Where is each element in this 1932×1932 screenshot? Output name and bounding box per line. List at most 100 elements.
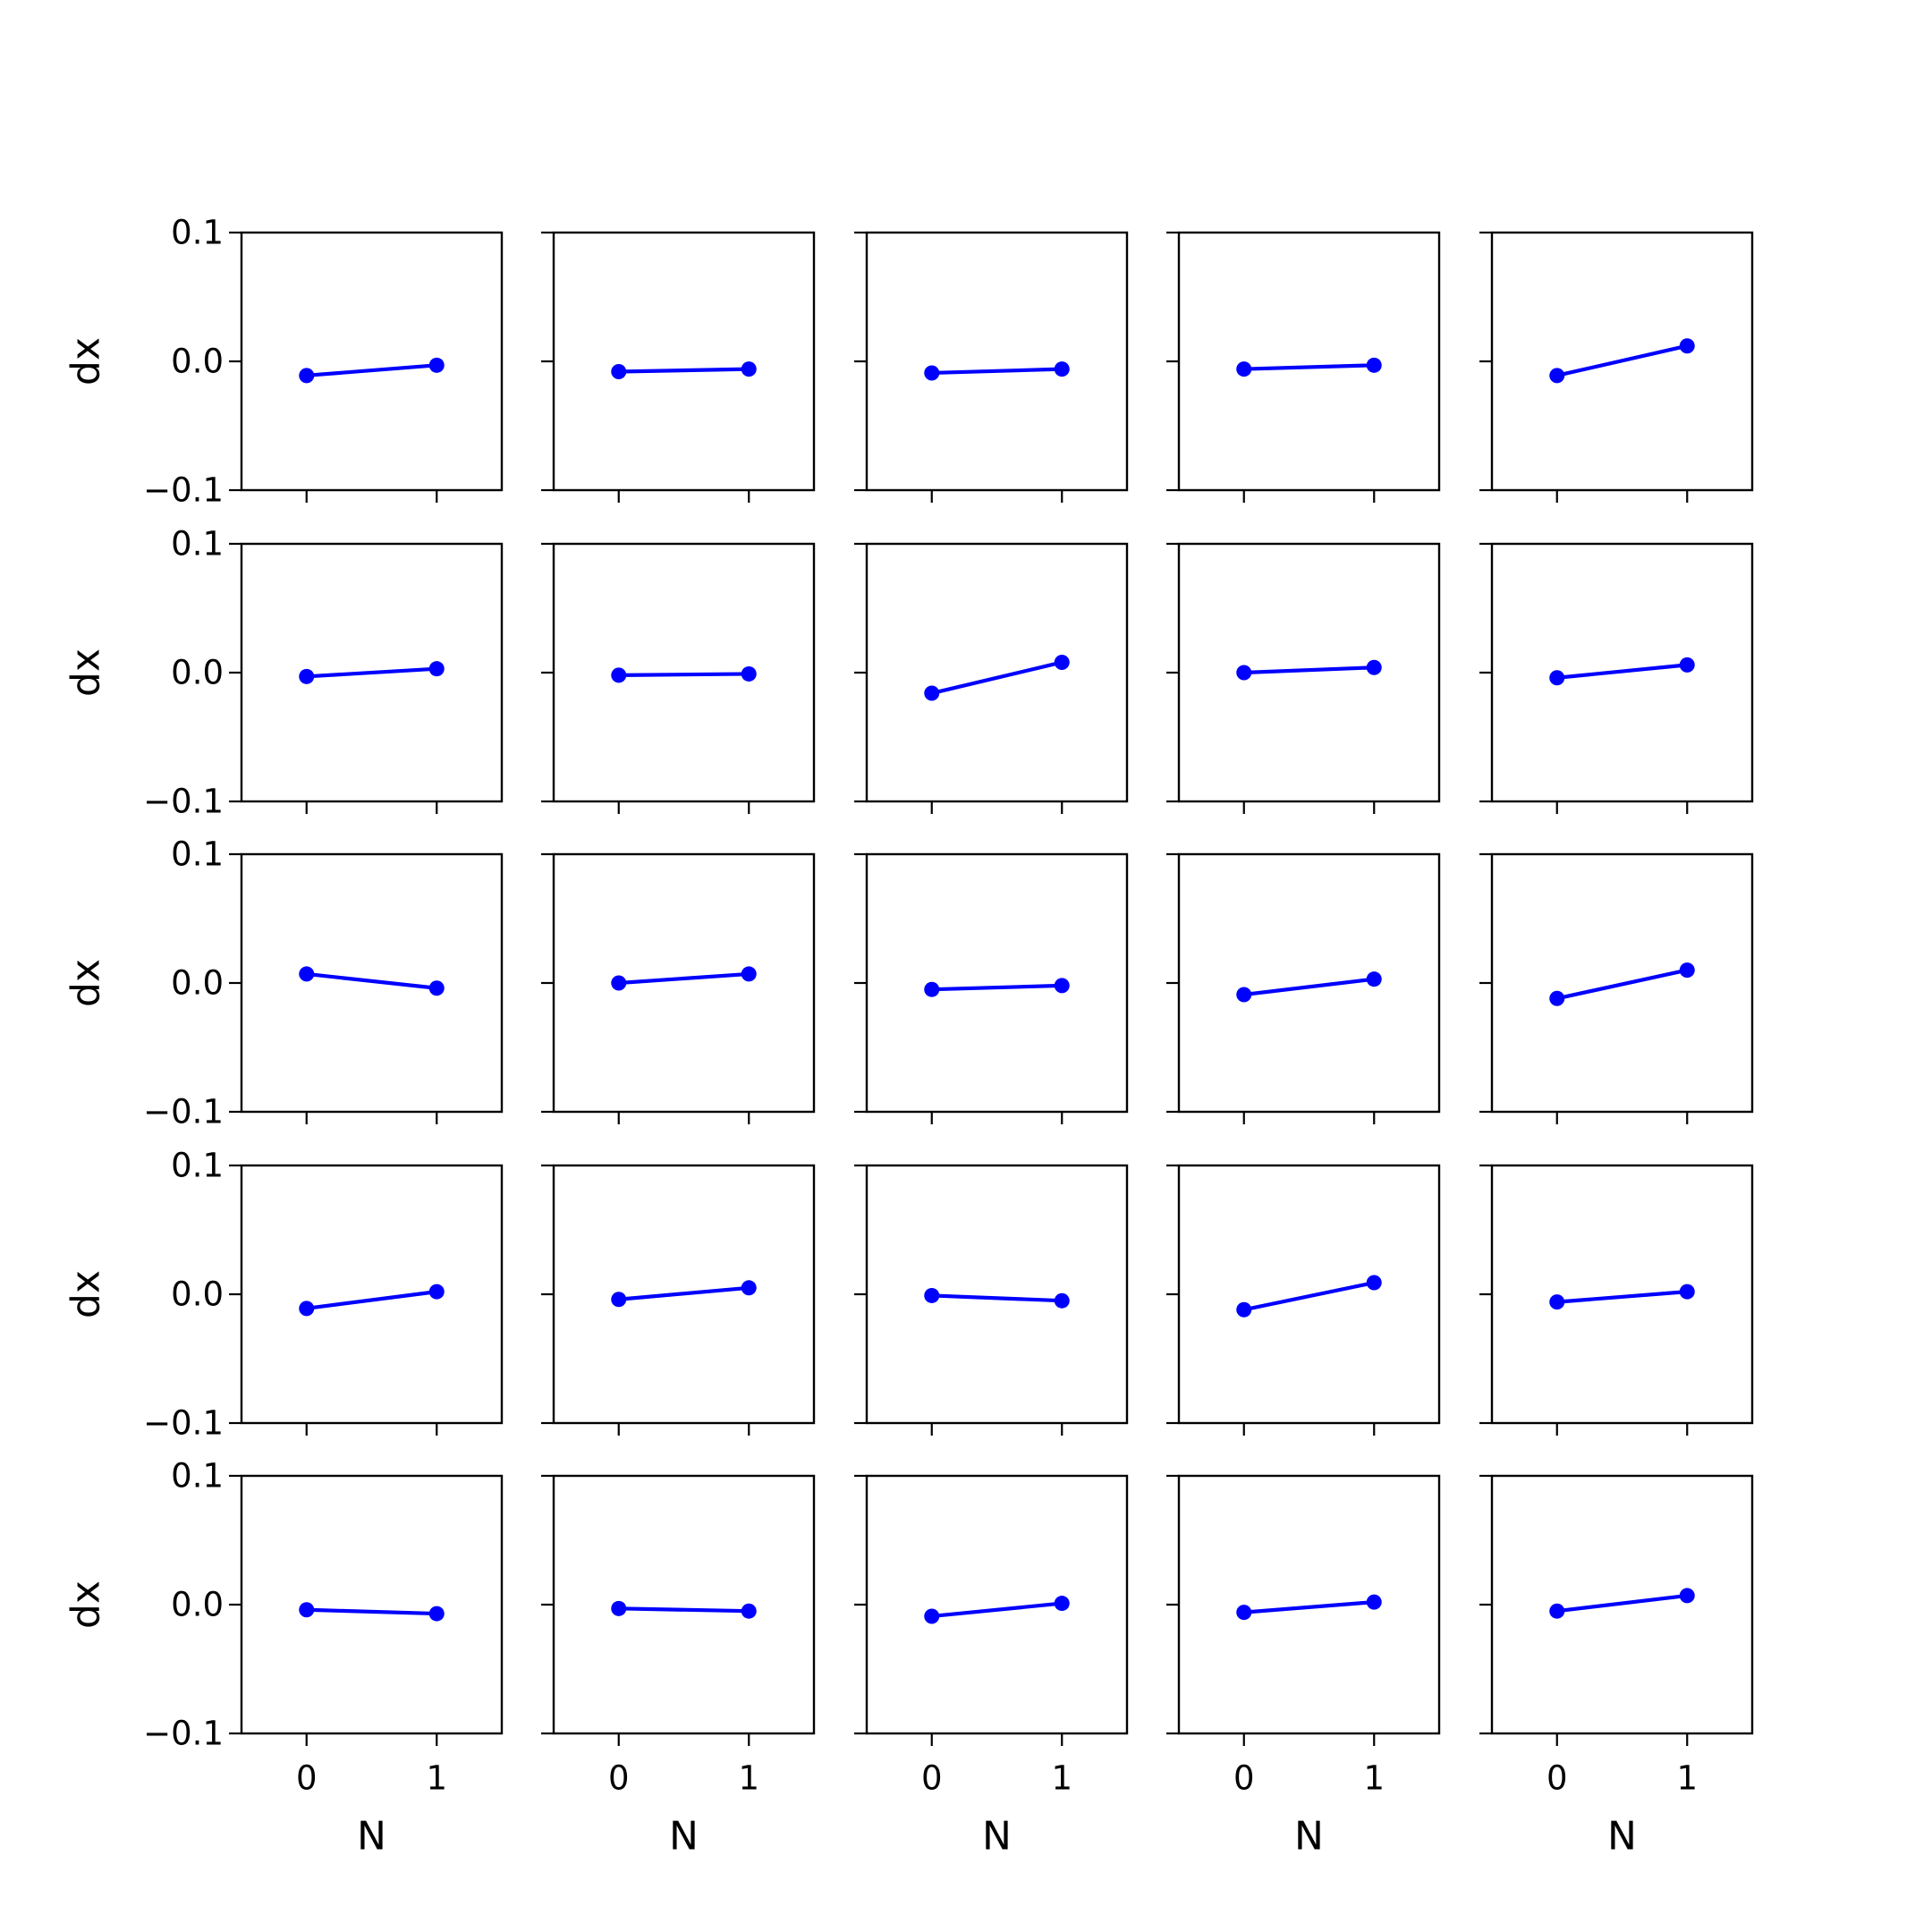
x-axis-label: N [357,1814,386,1860]
series-line [306,363,437,377]
y-tick-label: 0.0 [171,1586,224,1624]
data-point [428,980,445,996]
subplot-r2-c3 [854,542,1129,814]
series-line [1556,343,1688,377]
series-line [618,1285,750,1301]
data-point [1236,665,1252,681]
data-point [1549,990,1565,1006]
y-tick-label: 0.0 [171,964,224,1003]
series-line [1556,663,1688,680]
subplot-r4-c5 [1479,1164,1754,1436]
data-point [924,365,940,381]
data-point [1236,361,1252,377]
data-point [299,966,315,982]
x-tick-label: 1 [738,1759,759,1798]
series-line [931,660,1063,696]
x-tick-label: 0 [1233,1759,1255,1798]
y-tick-label: −0.1 [143,783,224,821]
subplot-r3-c3 [854,852,1129,1124]
data-point [1549,670,1565,686]
y-tick-label: 0.1 [171,525,224,564]
data-point [1549,368,1565,384]
data-point [1366,1275,1382,1291]
subplot-r4-c2 [541,1164,816,1436]
y-axis-label: dx [64,959,109,1007]
data-point [1549,1294,1565,1310]
series-line [1556,968,1688,1001]
data-point [1054,1292,1070,1309]
subplot-r3-c5 [1479,852,1754,1124]
series-line [931,1601,1063,1619]
subplot-r2-c5 [1479,542,1754,814]
series-line [1243,665,1375,675]
axes-frame [1177,852,1441,1114]
axes-frame [552,852,816,1114]
y-axis-label: dx [64,1580,109,1629]
data-point [611,1600,627,1616]
subplot-r1-c3 [854,231,1129,503]
data-point [299,1301,315,1317]
subplot-r4-c4 [1166,1164,1441,1436]
axes-frame [865,1164,1129,1425]
subplot-r2-c4 [1166,542,1441,814]
series-line [306,666,437,679]
x-tick-label: 1 [1051,1759,1072,1798]
data-point [1236,987,1252,1003]
y-tick-label: −0.1 [143,471,224,510]
subplot-r5-c4: 0 1N [1166,1474,1441,1860]
y-axis-label: dx [64,337,109,386]
data-point [299,368,315,384]
axes-frame [1177,1164,1441,1425]
x-tick-label: 1 [1676,1759,1698,1798]
subplot-r3-c1: −0.1 0.0 0.1 dx [64,835,504,1131]
axes-frame [865,1474,1129,1735]
data-point [1236,1605,1252,1621]
axes-frame [552,542,816,803]
axes-frame [552,231,816,492]
data-point [924,1287,940,1303]
series-line [931,983,1063,992]
y-axis-label: dx [64,1270,109,1318]
data-point [428,1606,445,1622]
data-point [611,667,627,683]
data-point [611,975,627,991]
subplot-r1-c2 [541,231,816,503]
subplot-r3-c2 [541,852,816,1124]
series-line [1556,1593,1688,1614]
series-line [1243,977,1375,997]
data-point [1679,1588,1695,1604]
axes-frame [865,852,1129,1114]
subplot-r4-c1: −0.1 0.0 0.1 dx [64,1147,504,1443]
axes-frame [865,231,1129,492]
subplot-r5-c1: −0.1 0.0 0.1 0 1 dx N [64,1457,504,1860]
subplot-r2-c2 [541,542,816,814]
x-tick-label: 1 [426,1759,447,1798]
data-point [1366,1594,1382,1610]
subplot-r5-c2: 0 1N [541,1474,816,1860]
x-tick-label: 1 [1363,1759,1385,1798]
data-point [299,1602,315,1618]
series-line [618,1606,750,1614]
series-line [306,971,437,990]
axes-frame [1177,231,1441,492]
data-point [741,665,757,682]
data-point [1679,1284,1695,1300]
data-point [1054,361,1070,377]
y-tick-label: 0.0 [171,654,224,692]
subplot-r5-c5: 0 1N [1479,1474,1754,1860]
subplot-r4-c3 [854,1164,1129,1436]
data-point [1366,971,1382,987]
data-point [1054,1596,1070,1612]
data-point [1366,659,1382,675]
data-point [611,364,627,380]
series-line [1243,363,1375,371]
data-point [1366,357,1382,373]
data-point [1054,654,1070,670]
y-tick-label: 0.0 [171,343,224,381]
data-point [1679,962,1695,979]
data-point [1679,338,1695,354]
series-line [306,1607,437,1616]
data-point [924,1608,940,1624]
y-tick-label: 0.1 [171,214,224,252]
axes-frame [1177,1474,1441,1735]
